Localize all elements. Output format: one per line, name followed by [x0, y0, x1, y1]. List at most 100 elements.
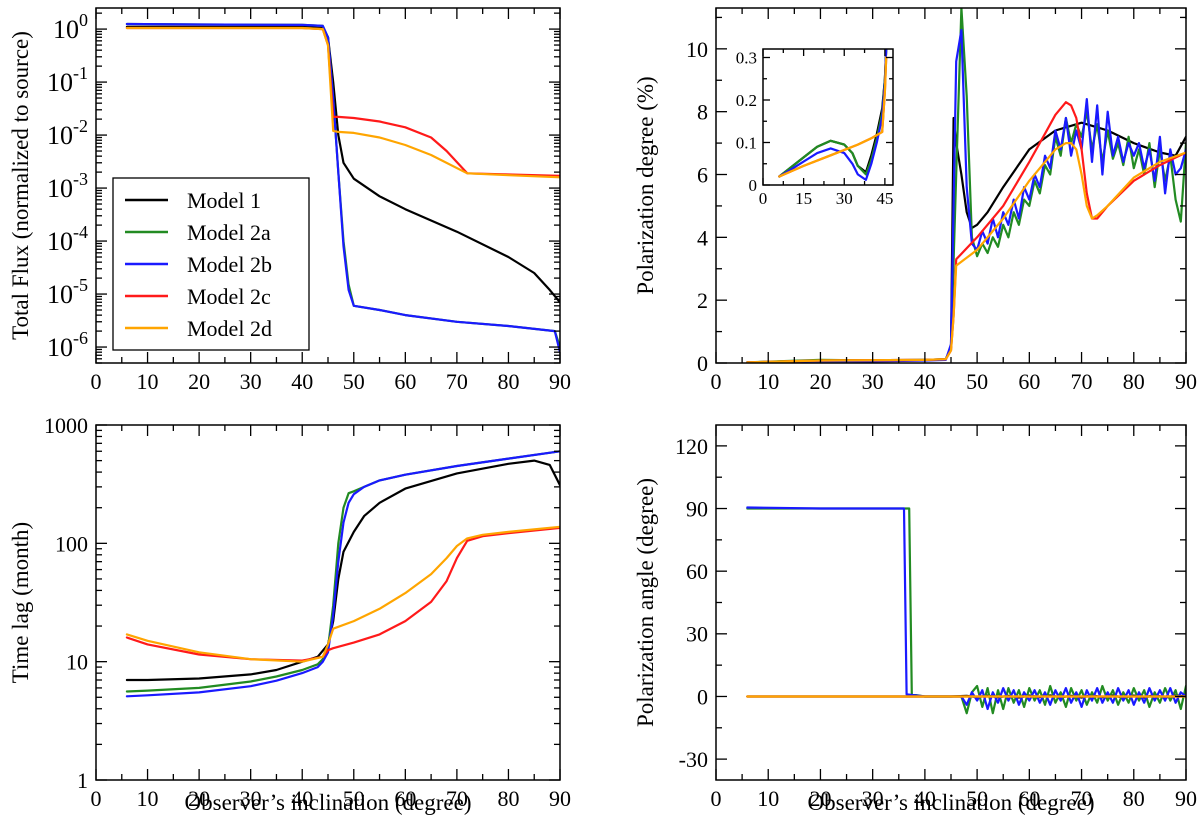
- plot-frame: [95, 424, 561, 781]
- y-axis-label: Polarization angle (degree): [633, 478, 658, 727]
- y-tick-label: 0: [697, 351, 708, 376]
- x-tick-label: 15: [795, 189, 812, 208]
- x-tick-label: 90: [549, 369, 571, 394]
- x-tick-label: 10: [137, 786, 159, 811]
- y-tick-label: 0.2: [736, 91, 757, 110]
- legend-label-model-2d: Model 2d: [187, 316, 272, 341]
- panel-time-lag: 0 10 20 30 40 50 60 70 80 90 1 10 100 1000 Time lag (m…: [8, 413, 571, 815]
- y-tick-label: 1000: [44, 413, 88, 438]
- y-tick-label: 100: [53, 10, 88, 44]
- x-tick-label: 40: [291, 786, 313, 811]
- y-tick-label: -30: [679, 747, 708, 772]
- x-tick-label: 0: [711, 369, 722, 394]
- x-tick-label: 20: [809, 369, 831, 394]
- x-tick-label: 60: [394, 369, 416, 394]
- plot-frame: [762, 48, 894, 186]
- x-tick-label: 0: [91, 369, 102, 394]
- x-tick-label: 20: [188, 786, 210, 811]
- x-tick-label: 30: [836, 189, 853, 208]
- y-tick-label: 10-6: [47, 328, 88, 362]
- x-axis-label: Observer’s inclination (degree): [808, 790, 1095, 815]
- panel-polarization-degree-inset: 0 15 30 45 0 0.1 0.2 0.3: [736, 48, 894, 208]
- series-line-model-2d: [778, 56, 888, 178]
- legend-label-model-1: Model 1: [187, 188, 261, 213]
- series-line-model-2b: [125, 450, 560, 698]
- x-tick-label: 80: [497, 369, 519, 394]
- series-line-model-2c: [125, 26, 560, 177]
- x-tick-label: 40: [914, 369, 936, 394]
- legend: Model 1 Model 2a Model 2b Model 2c Model 2d: [112, 177, 310, 351]
- y-tick-label: 0: [697, 684, 708, 709]
- x-tick-label: 80: [1123, 786, 1145, 811]
- x-tick-label: 10: [757, 786, 779, 811]
- x-tick-label: 10: [137, 369, 159, 394]
- series-line-model-2d: [746, 142, 1186, 363]
- x-tick-label: 20: [188, 369, 210, 394]
- x-tick-label: 40: [914, 786, 936, 811]
- x-tick-label: 20: [809, 786, 831, 811]
- x-tick-label: 30: [240, 786, 262, 811]
- x-tick-label: 30: [862, 786, 884, 811]
- y-tick-label: 100: [55, 531, 88, 556]
- series-line-model-2d: [125, 26, 560, 179]
- x-tick-label: 90: [1175, 786, 1197, 811]
- y-tick-label: 60: [686, 559, 708, 584]
- x-tick-label: 60: [1018, 786, 1040, 811]
- y-tick-label: 4: [697, 225, 708, 250]
- x-tick-label: 30: [240, 369, 262, 394]
- x-tick-label: 80: [497, 786, 519, 811]
- series-group: [125, 22, 560, 354]
- y-tick-label: 10-4: [47, 222, 88, 256]
- x-tick-label: 30: [862, 369, 884, 394]
- series-group: [746, 506, 1186, 715]
- panel-polarization-degree: 0 10 20 30 40 50 60 70 80 90 0 2 4 6 8 10 Polarization d…: [633, 7, 1197, 394]
- y-tick-label: 0.1: [736, 134, 757, 153]
- series-line-model-2a: [746, 507, 1186, 715]
- x-tick-label: 60: [394, 786, 416, 811]
- y-tick-label: 10-5: [47, 275, 88, 309]
- y-tick-label: 0: [749, 176, 758, 195]
- y-tick-label: 10: [686, 37, 708, 62]
- x-tick-label: 50: [343, 369, 365, 394]
- x-tick-label: 70: [1071, 369, 1093, 394]
- series-line-model-1: [125, 459, 560, 682]
- series-line-model-2d: [125, 525, 560, 663]
- x-tick-label: 70: [1071, 786, 1093, 811]
- x-tick-label: 50: [966, 786, 988, 811]
- x-tick-label: 50: [343, 786, 365, 811]
- y-tick-label: 0.3: [736, 49, 757, 68]
- x-tick-label: 70: [446, 369, 468, 394]
- x-axis-label: Observer’s inclination (degree): [185, 790, 472, 815]
- series-line-model-2c: [125, 526, 560, 662]
- y-tick-label: 30: [686, 622, 708, 647]
- series-line-model-2a: [125, 450, 560, 693]
- series-line-model-2b: [125, 22, 560, 354]
- x-tick-label: 90: [1175, 369, 1197, 394]
- x-tick-label: 90: [549, 786, 571, 811]
- series-line-model-2b: [746, 28, 1186, 363]
- y-tick-label: 2: [697, 288, 708, 313]
- legend-label-model-2c: Model 2c: [187, 284, 271, 309]
- y-tick-label: 120: [675, 434, 708, 459]
- y-tick-label: 10-1: [47, 63, 88, 97]
- y-tick-label: 1: [77, 768, 88, 793]
- x-tick-label: 50: [966, 369, 988, 394]
- x-tick-label: 45: [876, 189, 893, 208]
- series-group: [125, 450, 560, 698]
- series-group: [746, 8, 1186, 363]
- series-line-model-2b: [778, 49, 888, 181]
- x-tick-label: 80: [1123, 369, 1145, 394]
- y-tick-label: 8: [697, 100, 708, 125]
- legend-label-model-2b: Model 2b: [187, 252, 272, 277]
- x-tick-label: 0: [759, 189, 768, 208]
- y-axis-label: Total Flux (normalized to source): [8, 31, 33, 340]
- x-tick-label: 10: [757, 369, 779, 394]
- x-tick-label: 0: [91, 786, 102, 811]
- y-tick-label: 10-3: [47, 169, 88, 203]
- x-tick-label: 60: [1018, 369, 1040, 394]
- y-axis-label: Time lag (month): [8, 522, 33, 683]
- plot-frame: [715, 424, 1187, 781]
- x-tick-label: 70: [446, 786, 468, 811]
- y-tick-label: 10: [66, 650, 88, 675]
